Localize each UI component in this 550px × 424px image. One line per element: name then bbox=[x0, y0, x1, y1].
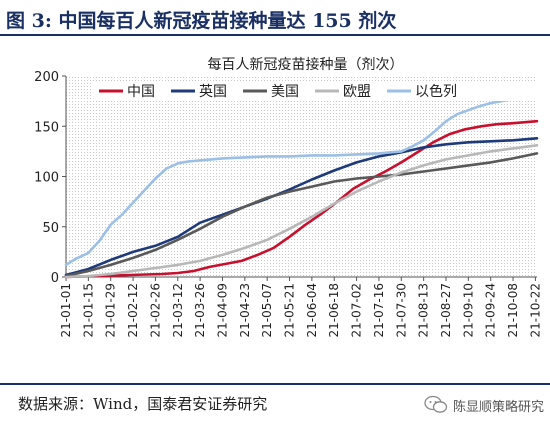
wechat-icon bbox=[424, 395, 448, 413]
x-tick-label: 21-09-24 bbox=[484, 283, 498, 337]
plot-area bbox=[66, 76, 537, 277]
x-tick-label: 21-01-01 bbox=[59, 283, 73, 337]
x-tick-label: 21-03-12 bbox=[171, 283, 185, 337]
watermark: 陈显顺策略研究 bbox=[423, 394, 544, 416]
figure-footer: 数据来源：Wind，国泰君安证券研究 陈显顺策略研究 bbox=[0, 383, 550, 424]
x-tick-label: 21-10-22 bbox=[528, 283, 542, 337]
line-chart: 0 50 100 150 200 21-01-01 21-01-15 21-01-29 21-… bbox=[34, 56, 542, 337]
series-line-美国 bbox=[64, 152, 539, 278]
x-tick-label: 21-07-02 bbox=[350, 283, 364, 337]
chart-title: 每百人新冠疫苗接种量（剂次） bbox=[208, 56, 404, 73]
series-line-欧盟 bbox=[64, 144, 539, 279]
x-tick-label: 21-04-23 bbox=[238, 283, 252, 337]
x-tick-label: 21-06-18 bbox=[327, 283, 341, 337]
x-tick-label: 21-05-21 bbox=[283, 283, 297, 337]
y-tick-label: 100 bbox=[34, 171, 59, 186]
figure-header: 图 3: 中国每百人新冠疫苗接种量达 155 剂次 bbox=[0, 0, 550, 36]
watermark-text: 陈显顺策略研究 bbox=[452, 399, 544, 415]
x-tick-label: 21-02-26 bbox=[148, 283, 162, 337]
series-line-英国 bbox=[64, 137, 539, 277]
x-tick-label: 21-08-27 bbox=[439, 283, 453, 337]
legend-label-中国: 中国 bbox=[127, 84, 155, 100]
legend-label-英国: 英国 bbox=[199, 83, 227, 100]
x-tick-label: 21-10-08 bbox=[506, 283, 520, 337]
x-tick-label: 21-01-15 bbox=[81, 283, 95, 337]
legend-label-美国: 美国 bbox=[271, 84, 299, 100]
x-tick-label: 21-08-13 bbox=[417, 283, 431, 337]
x-tick-label: 21-07-30 bbox=[394, 283, 408, 337]
x-tick-label: 21-03-26 bbox=[193, 283, 207, 337]
x-tick-label: 21-09-10 bbox=[461, 283, 475, 337]
x-tick-label: 21-07-16 bbox=[372, 283, 386, 337]
series-line-以色列 bbox=[64, 94, 539, 267]
data-source: 数据来源：Wind，国泰君安证券研究 bbox=[18, 395, 268, 413]
x-tick-label: 21-02-12 bbox=[126, 283, 140, 337]
x-tick-label: 21-01-29 bbox=[104, 283, 118, 337]
y-tick-label: 50 bbox=[42, 221, 59, 236]
legend-label-欧盟: 欧盟 bbox=[343, 84, 371, 100]
series-line-中国 bbox=[64, 119, 539, 279]
legend-label-以色列: 以色列 bbox=[415, 83, 457, 100]
y-tick-label: 150 bbox=[34, 120, 59, 135]
y-tick-label: 0 bbox=[51, 271, 59, 286]
y-tick-label: 200 bbox=[34, 70, 59, 85]
x-tick-label: 21-05-07 bbox=[260, 283, 274, 337]
x-tick-label: 21-04-09 bbox=[215, 283, 229, 337]
figure-title: 图 3: 中国每百人新冠疫苗接种量达 155 剂次 bbox=[6, 10, 397, 32]
x-tick-label: 21-06-04 bbox=[305, 283, 319, 337]
